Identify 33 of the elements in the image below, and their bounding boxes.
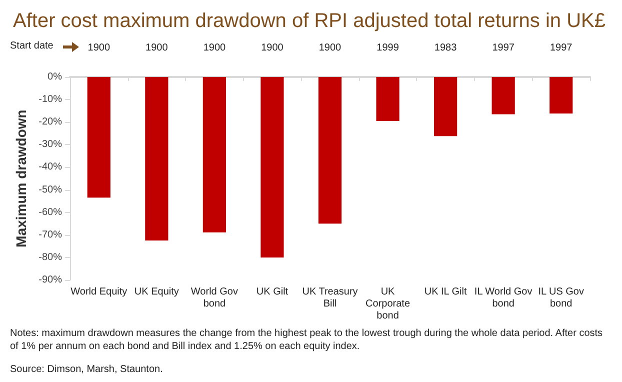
text: 1900	[261, 42, 284, 54]
y-tick-label: -10%	[38, 94, 62, 106]
source-note: Source: Dimson, Marsh, Staunton.	[10, 364, 163, 375]
y-tick-label: -80%	[38, 252, 62, 263]
x-tick-label: UK IL Gilt	[424, 286, 467, 298]
x-tick-label: UK Corporate bond	[366, 286, 410, 322]
text: 1999	[376, 42, 400, 54]
text: Notes: maximum drawdown measures the change from the highest peak to the lowest trough during the whole data period. After costs of 1% per annum on each bond and Bill index and 1.25% on each equity index.	[10, 328, 606, 352]
x-tick-label: UK Equity	[134, 286, 179, 298]
x-tick-label: UK Gilt	[256, 286, 288, 298]
y-axis-title: Maximum drawdown	[12, 110, 29, 248]
y-tick-label: -70%	[38, 229, 62, 240]
y-tick-label: -60%	[38, 206, 62, 218]
y-tick-label: -30%	[38, 139, 62, 150]
text: 1983	[434, 42, 458, 54]
text: 1900	[318, 42, 342, 54]
chart-title: After cost maximum drawdown of RPI adjusted total returns in UK£	[13, 10, 606, 32]
text: 1997	[550, 42, 573, 54]
x-tick-label: IL US Gov bond	[538, 286, 584, 310]
x-tick-label: IL World Gov bond	[474, 286, 532, 310]
x-tick-label: World Gov bond	[190, 286, 238, 310]
x-tick-label: UK Treasury Bill	[302, 286, 358, 310]
text: 1900	[88, 42, 110, 54]
y-tick-label: 0%	[48, 72, 62, 82]
y-tick-label: -20%	[38, 116, 62, 128]
text: 1900	[146, 42, 168, 54]
y-tick-label: -50%	[38, 184, 62, 196]
text: 1997	[492, 42, 515, 54]
y-tick-label: -90%	[38, 274, 62, 286]
y-tick-label: -40%	[38, 162, 62, 173]
x2-axis-title: Start date	[10, 40, 54, 52]
text: 1900	[203, 42, 226, 54]
x-tick-label: World Equity	[70, 286, 128, 298]
